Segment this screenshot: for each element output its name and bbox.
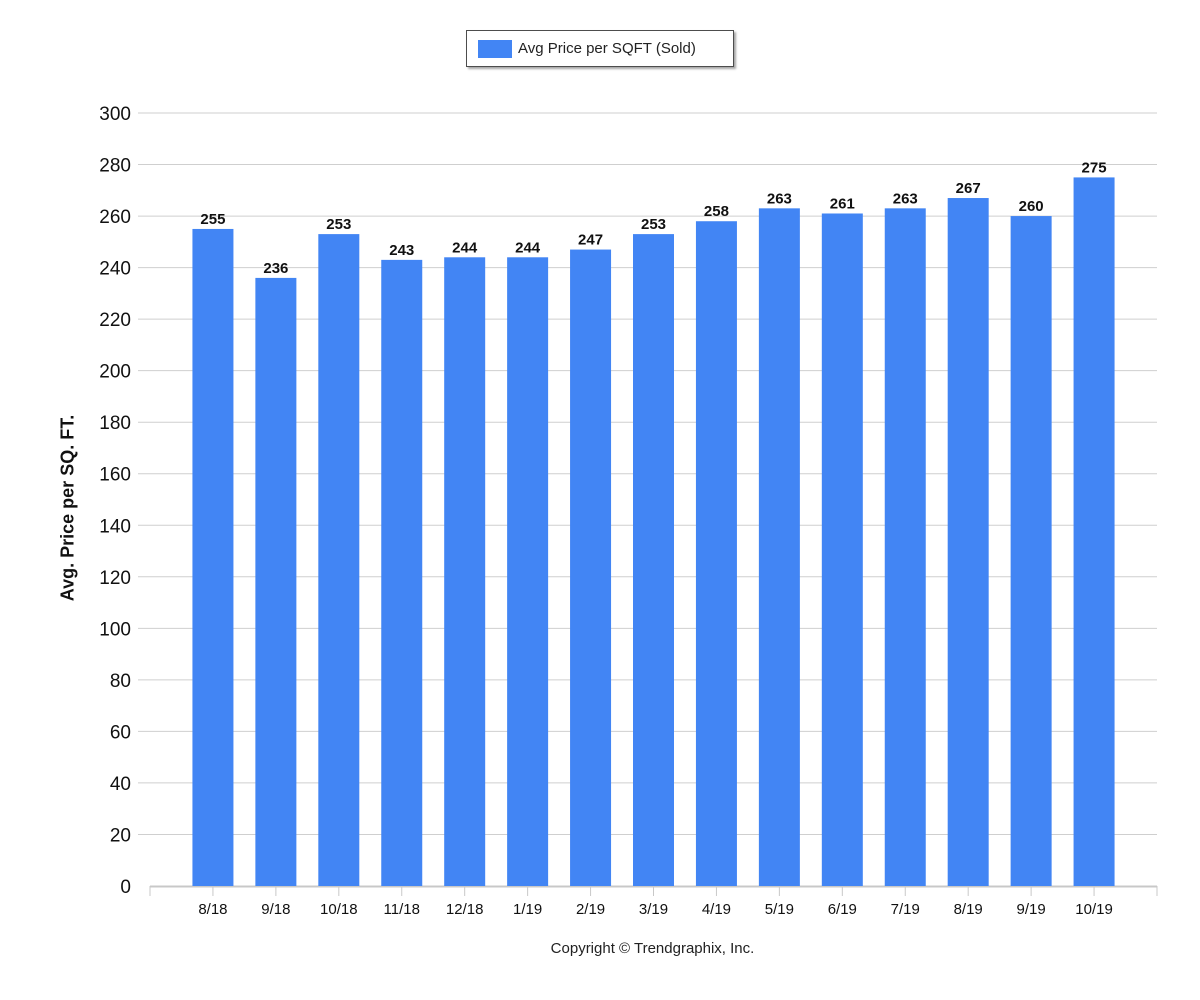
y-tick-label: 20 <box>110 825 131 846</box>
y-tick-label: 60 <box>110 722 131 743</box>
x-tick-label: 8/19 <box>954 901 983 918</box>
data-label: 244 <box>515 239 541 256</box>
data-label: 236 <box>263 260 288 277</box>
data-label: 275 <box>1082 159 1107 176</box>
data-label: 261 <box>830 195 855 212</box>
x-tick-label: 10/19 <box>1075 901 1113 918</box>
legend-swatch <box>478 39 512 58</box>
y-tick-label: 300 <box>99 104 131 125</box>
y-tick-label: 0 <box>120 877 131 898</box>
data-label: 263 <box>767 190 792 207</box>
x-tick-label: 6/19 <box>828 901 857 918</box>
x-tick-label: 10/18 <box>320 901 358 918</box>
data-label: 253 <box>641 216 666 233</box>
bar <box>695 221 737 887</box>
x-tick-label: 9/19 <box>1017 901 1046 918</box>
bar <box>821 213 863 887</box>
bar <box>1010 216 1052 887</box>
data-label: 247 <box>578 232 603 249</box>
y-tick-label: 280 <box>99 156 131 177</box>
x-tick-label: 8/18 <box>198 901 227 918</box>
x-tick-label: 1/19 <box>513 901 542 918</box>
data-label: 243 <box>389 242 414 259</box>
y-tick-label: 180 <box>99 413 131 434</box>
y-tick-label: 160 <box>99 465 131 486</box>
bar <box>570 249 612 886</box>
bar <box>381 259 423 886</box>
x-tick-label: 9/18 <box>261 901 290 918</box>
x-tick-label: 3/19 <box>639 901 668 918</box>
y-tick-label: 40 <box>110 774 131 795</box>
y-tick-label: 260 <box>99 207 131 228</box>
data-label: 260 <box>1019 198 1044 215</box>
data-label: 258 <box>704 203 729 220</box>
bar <box>444 257 486 886</box>
y-tick-label: 140 <box>99 516 131 537</box>
data-label: 253 <box>326 216 351 233</box>
x-tick-label: 11/18 <box>384 901 420 918</box>
x-tick-label: 2/19 <box>576 901 605 918</box>
data-label: 263 <box>893 190 918 207</box>
copyright-text: Copyright © Trendgraphix, Inc. <box>550 940 755 957</box>
bar <box>255 277 297 886</box>
y-tick-label: 200 <box>99 362 131 383</box>
y-axis-title: Avg. Price per SQ. FT. <box>57 414 78 602</box>
y-tick-label: 100 <box>99 619 131 640</box>
bar <box>633 234 674 886</box>
bar <box>1073 177 1115 886</box>
legend: Avg Price per SQFT (Sold) <box>466 30 734 67</box>
x-tick-label: 12/18 <box>446 901 484 918</box>
x-tick-label: 4/19 <box>702 901 731 918</box>
x-tick-label: 5/19 <box>765 901 794 918</box>
y-tick-label: 80 <box>110 671 131 692</box>
bar <box>507 257 549 886</box>
bar <box>758 208 800 886</box>
bar <box>318 234 360 886</box>
bar <box>947 198 989 886</box>
data-label: 267 <box>956 180 981 197</box>
legend-label: Avg Price per SQFT (Sold) <box>518 40 696 57</box>
bar <box>884 208 926 886</box>
data-label: 244 <box>452 239 478 256</box>
data-label: 255 <box>200 211 225 228</box>
bar <box>192 228 234 886</box>
y-tick-label: 220 <box>99 310 131 331</box>
y-tick-label: 120 <box>99 568 131 589</box>
y-tick-label: 240 <box>99 259 131 280</box>
x-tick-label: 7/19 <box>891 901 920 918</box>
